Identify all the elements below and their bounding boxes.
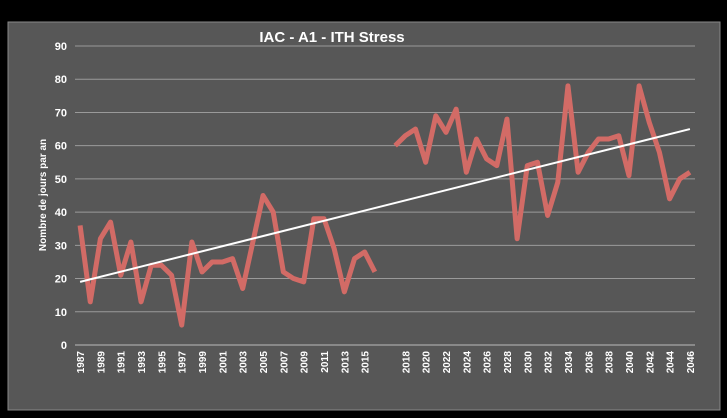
x-tick-label: 2005	[259, 351, 270, 374]
x-tick-label: 2013	[340, 351, 351, 374]
x-tick-label: 2015	[361, 351, 372, 374]
x-tick-label: 2001	[218, 351, 229, 374]
x-tick-label: 2036	[584, 351, 595, 374]
x-tick-label: 2046	[686, 351, 697, 374]
x-tick-label: 2032	[544, 351, 555, 374]
x-tick-label: 2026	[483, 351, 494, 374]
y-tick-label: 80	[55, 74, 67, 86]
x-tick-label: 2020	[422, 351, 433, 374]
y-tick-label: 10	[55, 307, 67, 319]
x-tick-label: 2011	[320, 351, 331, 373]
y-tick-label: 70	[55, 107, 67, 119]
x-tick-label: 2009	[300, 351, 311, 374]
x-tick-label: 2028	[503, 351, 514, 374]
y-tick-label: 60	[55, 141, 67, 153]
x-tick-label: 2024	[462, 351, 473, 374]
x-tick-label: 2007	[279, 351, 290, 374]
x-tick-label: 2022	[442, 351, 453, 374]
y-tick-label: 50	[55, 174, 67, 186]
x-tick-label: 2038	[605, 351, 616, 374]
x-tick-label: 2042	[645, 351, 656, 374]
x-tick-label: 2003	[239, 351, 250, 374]
y-axis-label: Nombre de jours par an	[38, 139, 49, 251]
x-tick-label: 1993	[137, 351, 148, 374]
y-tick-label: 40	[55, 207, 67, 219]
trendline	[79, 128, 691, 283]
y-tick-label: 90	[55, 41, 67, 53]
y-tick-label: 20	[55, 274, 67, 286]
x-tick-label: 2044	[666, 351, 677, 374]
x-tick-label: 2018	[401, 351, 412, 374]
x-tick-label: 2034	[564, 351, 575, 374]
data-line	[77, 193, 378, 328]
x-tick-label: 1997	[178, 351, 189, 374]
x-tick-label: 1995	[157, 351, 168, 374]
data-line	[393, 83, 692, 242]
x-tick-label: 1999	[198, 351, 209, 374]
y-tick-label: 0	[61, 340, 67, 352]
x-tick-label: 1987	[76, 351, 87, 374]
x-tick-label: 1989	[96, 351, 107, 374]
x-tick-label: 2030	[523, 351, 534, 374]
x-tick-label: 2040	[625, 351, 636, 374]
x-tick-label: 1991	[117, 351, 128, 374]
y-tick-label: 30	[55, 240, 67, 252]
chart-title: IAC - A1 - ITH Stress	[259, 29, 404, 46]
